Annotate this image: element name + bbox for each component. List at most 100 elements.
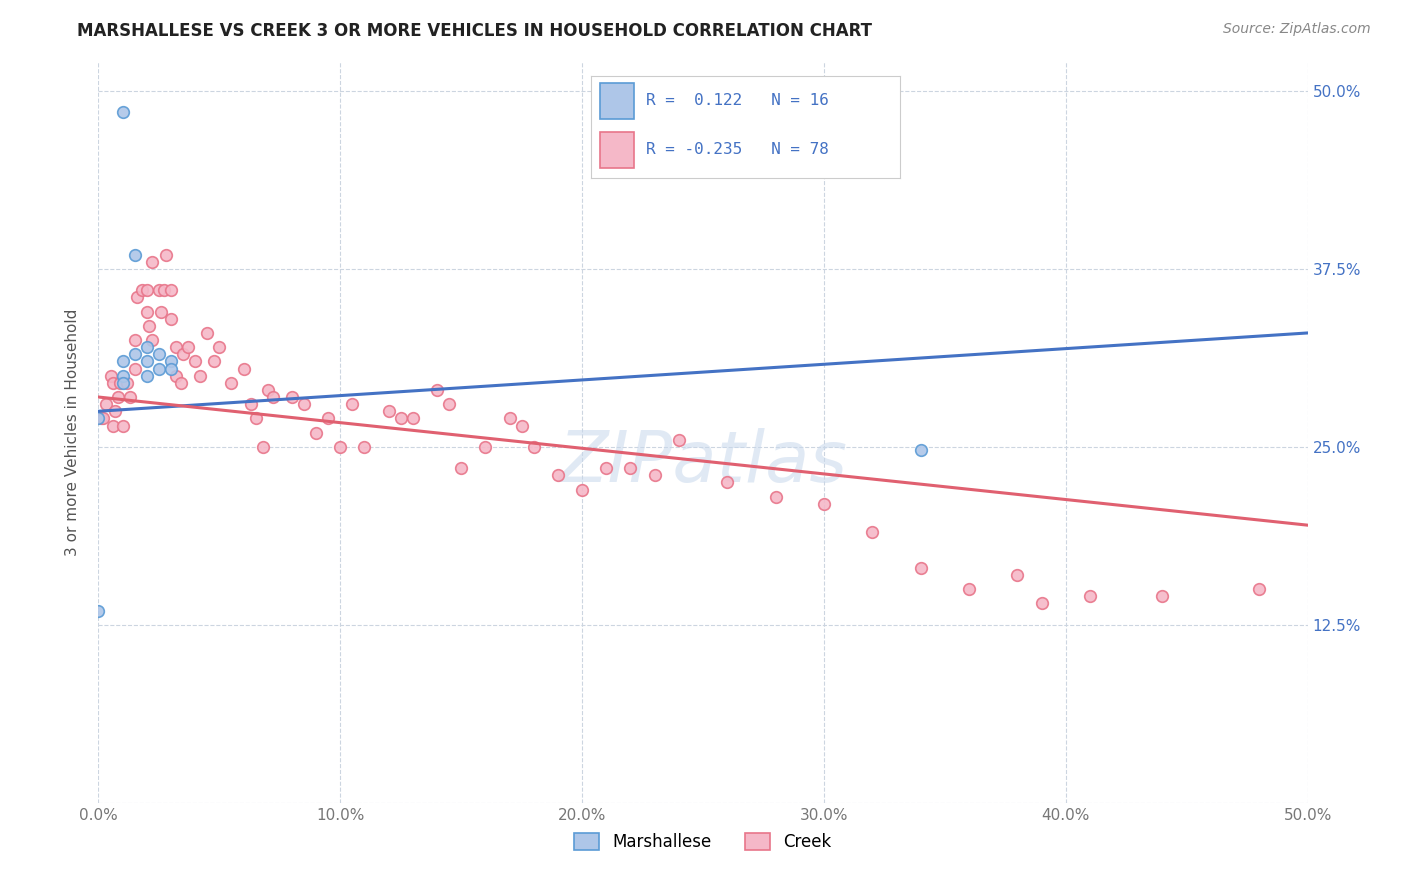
Bar (600, 83, 634, 119)
Point (117, 376, 139, 390)
Point (353, 440, 375, 454)
Point (1031, 597, 1053, 611)
Point (100, 368, 122, 383)
Point (184, 354, 207, 368)
Point (262, 390, 284, 404)
Point (107, 390, 129, 404)
Point (619, 461, 641, 475)
Point (131, 283, 153, 297)
Point (437, 397, 460, 411)
Point (232, 361, 254, 376)
Point (547, 468, 569, 483)
Point (716, 475, 738, 490)
Point (101, 418, 124, 433)
Point (111, 376, 134, 390)
Point (135, 283, 157, 297)
Text: Source: ZipAtlas.com: Source: ZipAtlas.com (1223, 22, 1371, 37)
Point (87, 604, 110, 618)
Point (305, 425, 328, 440)
Point (138, 318, 160, 333)
Point (765, 490, 787, 504)
Point (124, 333, 146, 347)
Text: ZIPatlas: ZIPatlas (558, 428, 848, 497)
Point (474, 440, 496, 454)
Point (150, 304, 173, 318)
Point (252, 440, 274, 454)
Point (281, 390, 304, 404)
Point (389, 411, 412, 425)
Point (195, 326, 218, 340)
Text: MARSHALLESE VS CREEK 3 OR MORE VEHICLES IN HOUSEHOLD CORRELATION CHART: MARSHALLESE VS CREEK 3 OR MORE VEHICLES … (77, 22, 872, 40)
Point (165, 368, 187, 383)
Point (91, 411, 114, 425)
Point (204, 354, 226, 368)
Point (523, 440, 546, 454)
Point (111, 368, 134, 383)
Point (910, 561, 932, 575)
Point (155, 247, 177, 261)
Point (256, 383, 278, 397)
Point (148, 347, 170, 361)
Point (957, 582, 980, 597)
Point (208, 340, 231, 354)
Legend: Marshallese, Creek: Marshallese, Creek (568, 826, 838, 857)
Point (813, 497, 835, 511)
Point (124, 347, 146, 361)
Point (498, 411, 520, 425)
Point (177, 340, 200, 354)
Point (160, 361, 183, 376)
Point (160, 354, 183, 368)
Point (910, 442, 932, 457)
Y-axis label: 3 or more Vehicles in Household: 3 or more Vehicles in Household (65, 309, 80, 557)
Point (595, 461, 617, 475)
Point (860, 525, 883, 540)
Point (135, 368, 157, 383)
Point (221, 376, 243, 390)
Point (152, 283, 174, 297)
Point (188, 368, 211, 383)
Point (104, 404, 127, 418)
Point (111, 418, 134, 433)
Point (239, 397, 262, 411)
Point (1078, 590, 1101, 604)
Text: R =  0.122   N = 16: R = 0.122 N = 16 (647, 94, 830, 109)
Bar (600, 132, 634, 168)
Point (292, 397, 315, 411)
Point (90, 411, 112, 425)
Point (111, 354, 134, 368)
Point (644, 468, 666, 483)
Point (124, 361, 146, 376)
Point (101, 376, 124, 390)
Point (160, 311, 183, 326)
Point (141, 254, 163, 268)
Point (668, 433, 690, 447)
Point (127, 290, 149, 304)
Point (111, 105, 134, 120)
Point (377, 404, 399, 418)
Point (342, 397, 364, 411)
Point (148, 283, 170, 297)
Point (135, 354, 157, 368)
Point (1007, 568, 1029, 582)
Point (329, 440, 352, 454)
Point (402, 411, 425, 425)
Point (148, 361, 170, 376)
Point (135, 304, 157, 318)
Point (165, 340, 187, 354)
Point (118, 390, 141, 404)
Point (108, 376, 131, 390)
Point (135, 340, 157, 354)
Point (450, 461, 472, 475)
Point (87, 411, 110, 425)
Point (160, 283, 183, 297)
Point (172, 347, 194, 361)
Point (426, 383, 449, 397)
Point (169, 376, 191, 390)
Point (1249, 582, 1271, 597)
Point (245, 411, 267, 425)
Point (571, 483, 593, 497)
Point (124, 247, 146, 261)
Point (141, 333, 163, 347)
Point (316, 411, 339, 425)
Point (510, 418, 533, 433)
